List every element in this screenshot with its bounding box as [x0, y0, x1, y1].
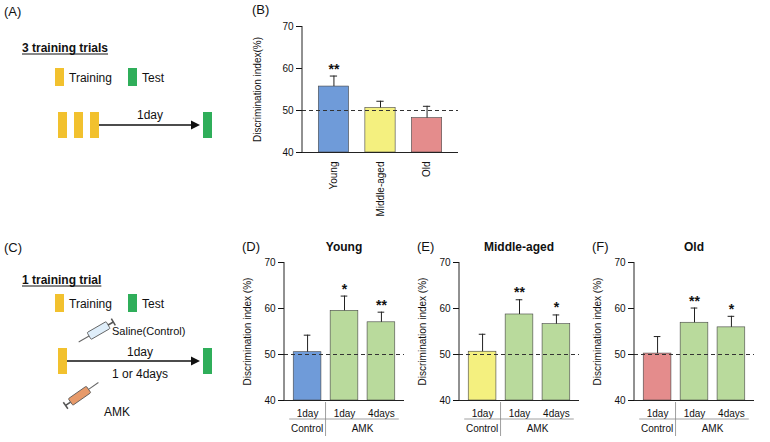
html-text:(B): (B) [252, 2, 270, 17]
svg-text:60: 60 [439, 303, 451, 314]
svg-text:1day: 1day [472, 408, 494, 419]
svg-text:Test: Test [142, 297, 165, 311]
html-text:(E): (E) [417, 239, 435, 254]
svg-text:Control: Control [291, 423, 323, 434]
svg-text:Test: Test [142, 71, 165, 85]
svg-text:1day: 1day [127, 345, 153, 359]
svg-text:1 or 4days: 1 or 4days [112, 367, 168, 381]
svg-text:1day: 1day [297, 408, 319, 419]
svg-text:*: * [342, 281, 348, 297]
svg-text:Old: Old [421, 162, 432, 178]
svg-text:1day: 1day [334, 408, 356, 419]
svg-text:**: ** [514, 284, 525, 300]
svg-text:Middle-aged: Middle-aged [484, 240, 554, 254]
svg-text:**: ** [328, 61, 339, 77]
svg-text:Middle-aged: Middle-aged [375, 162, 386, 217]
svg-text:70: 70 [264, 257, 276, 268]
svg-text:Discrimination index (%): Discrimination index (%) [592, 278, 603, 386]
svg-text:70: 70 [614, 257, 626, 268]
svg-text:1day: 1day [684, 408, 706, 419]
svg-text:40: 40 [439, 395, 451, 406]
svg-text:Young: Young [328, 162, 339, 190]
svg-text:Discrimination index (%): Discrimination index (%) [417, 278, 428, 386]
svg-text:Discrimination index (%): Discrimination index (%) [242, 278, 253, 386]
svg-text:Training: Training [69, 71, 112, 85]
svg-text:AMK: AMK [352, 423, 374, 434]
svg-text:4days: 4days [543, 408, 570, 419]
html-text:(F): (F) [592, 239, 609, 254]
svg-text:AMK: AMK [702, 423, 724, 434]
svg-text:Old: Old [684, 240, 704, 254]
svg-text:**: ** [689, 293, 700, 309]
svg-text:70: 70 [439, 257, 451, 268]
svg-text:50: 50 [264, 349, 276, 360]
svg-text:70: 70 [282, 21, 294, 32]
svg-text:*: * [729, 301, 735, 317]
svg-text:4days: 4days [368, 408, 395, 419]
svg-text:AMK: AMK [104, 405, 130, 419]
svg-text:60: 60 [264, 303, 276, 314]
svg-text:50: 50 [282, 105, 294, 116]
svg-text:4days: 4days [718, 408, 745, 419]
svg-text:1 training trial: 1 training trial [22, 273, 101, 287]
svg-text:40: 40 [264, 395, 276, 406]
svg-text:**: ** [376, 297, 387, 313]
svg-text:60: 60 [614, 303, 626, 314]
svg-text:Discrimination index(%): Discrimination index(%) [252, 37, 263, 142]
svg-text:Training: Training [69, 297, 112, 311]
svg-text:(A): (A) [4, 4, 21, 19]
svg-text:40: 40 [282, 147, 294, 158]
html-text:(D): (D) [242, 239, 260, 254]
svg-text:(C): (C) [4, 240, 22, 255]
svg-text:1day: 1day [647, 408, 669, 419]
svg-text:AMK: AMK [527, 423, 549, 434]
svg-text:50: 50 [614, 349, 626, 360]
svg-text:Control: Control [641, 423, 673, 434]
svg-text:40: 40 [614, 395, 626, 406]
svg-text:60: 60 [282, 63, 294, 74]
svg-text:Young: Young [326, 240, 362, 254]
svg-text:*: * [554, 299, 560, 315]
svg-text:Control: Control [466, 423, 498, 434]
svg-text:1day: 1day [137, 108, 163, 122]
svg-text:1day: 1day [509, 408, 531, 419]
svg-text:50: 50 [439, 349, 451, 360]
svg-text:Saline(Control): Saline(Control) [112, 325, 185, 337]
svg-text:3 training trials: 3 training trials [22, 41, 108, 55]
